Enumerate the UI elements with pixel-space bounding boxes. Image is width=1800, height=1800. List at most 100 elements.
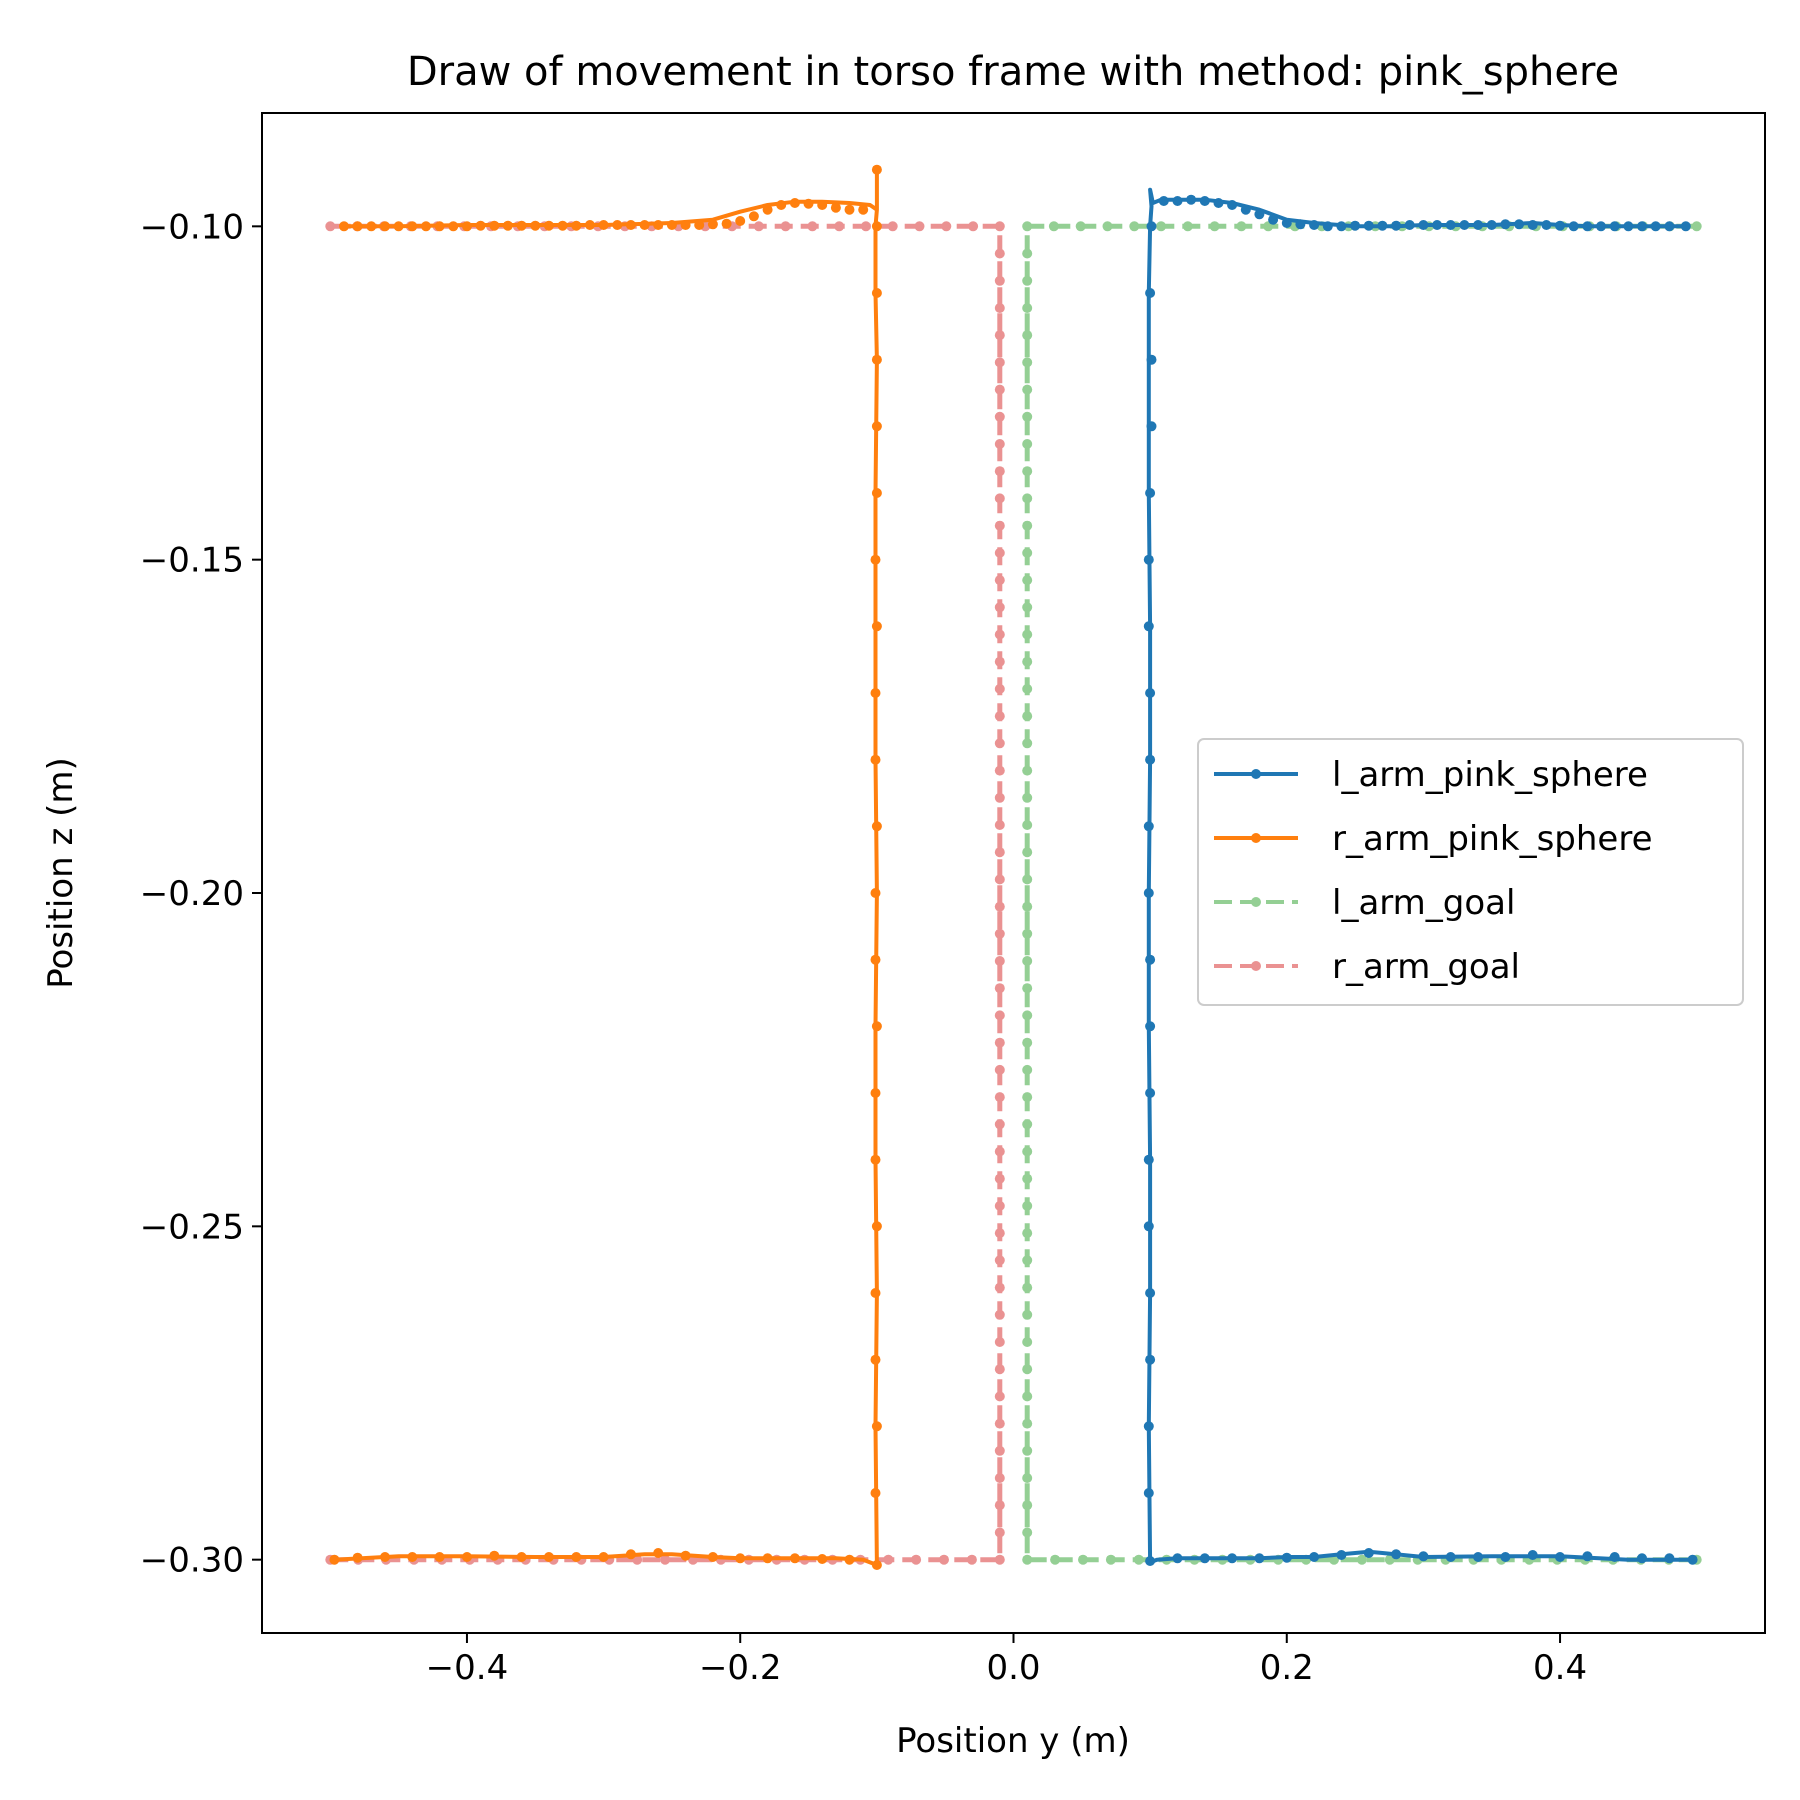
data-point [543, 220, 554, 231]
data-point [1295, 219, 1306, 230]
data-point [748, 211, 759, 222]
data-point [1145, 488, 1156, 498]
data-point [817, 1554, 828, 1564]
data-point [1022, 683, 1033, 694]
data-point [1022, 1418, 1033, 1429]
data-point [1363, 1548, 1374, 1558]
data-point [994, 656, 1005, 667]
data-point [1514, 219, 1525, 230]
data-point [1418, 220, 1429, 230]
data-point [1022, 357, 1033, 368]
data-point [1240, 204, 1251, 215]
data-point [1022, 520, 1033, 531]
data-point [1687, 1554, 1698, 1565]
data-point [735, 216, 746, 226]
data-point [871, 488, 882, 498]
data-point [1582, 221, 1593, 232]
data-point [994, 303, 1005, 313]
data-point [1596, 221, 1606, 232]
data-point [871, 621, 882, 632]
data-point [994, 1282, 1005, 1293]
data-point [1527, 220, 1538, 230]
data-point [870, 554, 881, 565]
data-point [1022, 1282, 1033, 1293]
series-l_arm_pink_sphere [1143, 187, 1698, 1566]
data-point [1145, 688, 1156, 698]
data-point [789, 1553, 800, 1564]
data-point [1022, 901, 1033, 912]
data-point [994, 820, 1005, 830]
data-point [994, 1554, 1005, 1565]
legend-marker-swatch [1251, 769, 1261, 779]
data-point [994, 466, 1005, 477]
data-point [753, 221, 764, 232]
data-point [1609, 221, 1620, 232]
data-point [860, 221, 871, 232]
data-point [1022, 493, 1033, 504]
data-point [994, 901, 1005, 912]
data-point [1022, 1255, 1033, 1266]
data-point [1022, 1173, 1033, 1184]
data-point [1022, 384, 1033, 395]
data-point [1022, 330, 1033, 341]
data-point [339, 221, 349, 232]
data-point [994, 1473, 1005, 1483]
data-point [994, 956, 1005, 966]
data-point [994, 1092, 1005, 1103]
y-tick-label: −0.10 [140, 207, 244, 247]
data-point [516, 220, 527, 231]
data-point [666, 220, 677, 230]
data-point [1404, 220, 1415, 230]
data-point [516, 1552, 527, 1562]
data-point [871, 1021, 882, 1032]
data-point [994, 411, 1005, 422]
y-tick-label: −0.30 [140, 1541, 244, 1581]
data-point [1022, 1064, 1033, 1075]
legend-entry-r_arm_pink_sphere [1214, 833, 1298, 843]
data-point [598, 220, 609, 230]
data-point [1459, 220, 1470, 230]
data-point [1209, 221, 1220, 232]
data-point [994, 1037, 1005, 1048]
data-point [870, 1088, 881, 1098]
data-point [1022, 221, 1033, 232]
data-point [883, 1554, 894, 1565]
data-point [1377, 220, 1388, 231]
data-point [870, 1488, 881, 1498]
data-point [1143, 1421, 1154, 1432]
data-point [1022, 656, 1033, 667]
data-point [994, 765, 1005, 776]
data-point [1145, 954, 1156, 965]
legend: l_arm_pink_sphere r_arm_pink_sphere l_arm_… [1197, 738, 1744, 1006]
data-point [994, 493, 1005, 504]
data-point [1143, 888, 1154, 898]
data-point [1075, 221, 1086, 232]
data-point [530, 220, 541, 231]
data-point [393, 221, 404, 232]
data-point [1637, 1553, 1647, 1564]
data-point [653, 1548, 664, 1558]
data-point [1022, 466, 1033, 477]
data-point [475, 220, 486, 231]
x-tick-label: 0.0 [986, 1648, 1040, 1688]
data-point [1022, 1037, 1033, 1048]
data-point [1145, 1354, 1156, 1365]
data-point [871, 821, 882, 832]
data-point [1541, 220, 1552, 230]
data-point [994, 1391, 1005, 1402]
data-point [994, 1500, 1005, 1511]
data-point [366, 221, 377, 232]
data-point [1582, 1551, 1593, 1562]
data-point [994, 1010, 1005, 1021]
data-point [870, 688, 881, 698]
data-point [994, 1146, 1005, 1157]
data-point [1022, 711, 1033, 722]
data-point [1568, 221, 1579, 232]
data-point [994, 1228, 1005, 1239]
data-point [994, 1200, 1005, 1211]
data-point [807, 221, 818, 232]
data-point [653, 220, 664, 230]
data-point [1102, 221, 1113, 232]
data-point [434, 1552, 445, 1562]
data-point [1022, 847, 1033, 858]
